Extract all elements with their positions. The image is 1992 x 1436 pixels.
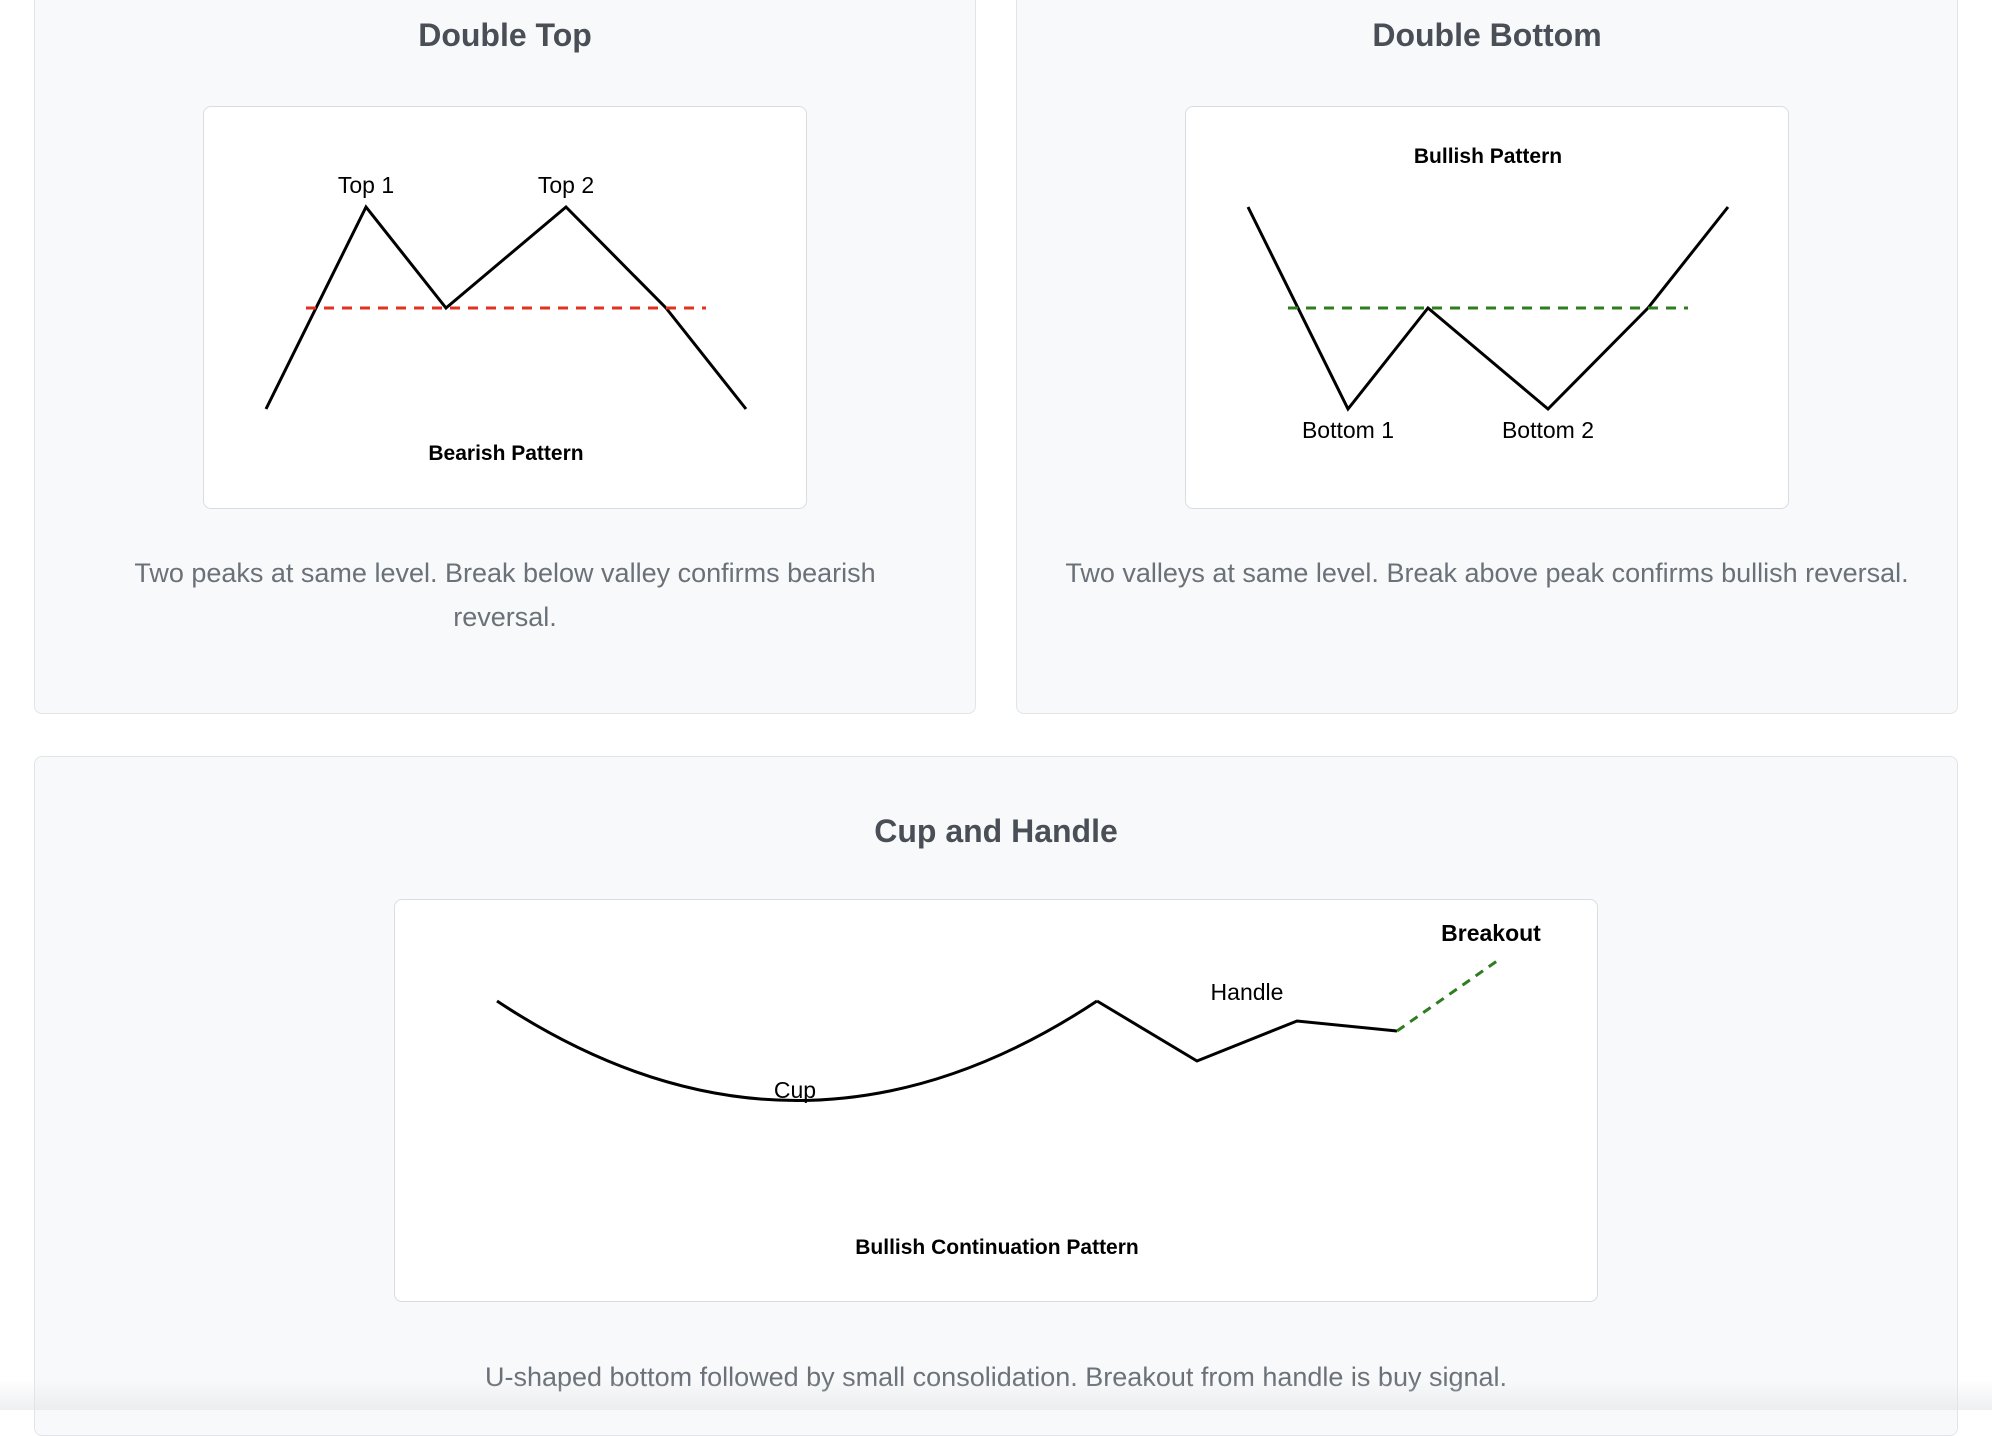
double-top-price-line [264, 204, 748, 410]
handle-line [1096, 999, 1398, 1063]
cup-and-handle-svg: Breakout Handle Cup Bullish Continuation… [496, 920, 1541, 1259]
double-top-label-top2: Top 2 [538, 172, 594, 198]
cup-and-handle-pattern-label: Bullish Continuation Pattern [855, 1236, 1139, 1259]
double-bottom-title: Double Bottom [1372, 17, 1602, 53]
double-top-diagram: Top 1 Top 2 Bearish Pattern [203, 106, 807, 509]
double-top-label-top1: Top 1 [338, 172, 394, 198]
double-top-pattern-label: Bearish Pattern [428, 442, 583, 465]
double-bottom-label-bottom2: Bottom 2 [1502, 417, 1594, 443]
double-bottom-price-line [1246, 206, 1730, 412]
cup-and-handle-diagram: Breakout Handle Cup Bullish Continuation… [394, 899, 1598, 1302]
double-top-svg: Top 1 Top 2 Bearish Pattern [264, 172, 748, 465]
double-top-title: Double Top [418, 17, 592, 53]
breakout-label: Breakout [1441, 920, 1541, 946]
double-bottom-label-bottom1: Bottom 1 [1302, 417, 1394, 443]
cup-and-handle-title: Cup and Handle [874, 813, 1118, 849]
cup-label: Cup [774, 1077, 816, 1103]
cup-and-handle-description: U-shaped bottom followed by small consol… [484, 1362, 1508, 1392]
double-top-card: Double Top Top 1 Top 2 Bearish Pattern T… [34, 0, 976, 714]
cup-curve [496, 999, 1098, 1102]
cup-and-handle-card: Cup and Handle Breakout Handle Cup Bulli… [34, 756, 1958, 1436]
double-bottom-description: Two valleys at same level. Break above p… [1065, 558, 1909, 588]
breakout-line [1396, 959, 1498, 1033]
double-bottom-card: Double Bottom Bullish Pattern Bottom 1 B… [1016, 0, 1958, 714]
handle-label: Handle [1211, 979, 1284, 1005]
double-bottom-pattern-label: Bullish Pattern [1414, 145, 1562, 168]
double-bottom-svg: Bullish Pattern Bottom 1 Bottom 2 [1246, 145, 1730, 443]
double-bottom-diagram: Bullish Pattern Bottom 1 Bottom 2 [1185, 106, 1789, 509]
double-top-description: Two peaks at same level. Break below val… [134, 558, 876, 632]
